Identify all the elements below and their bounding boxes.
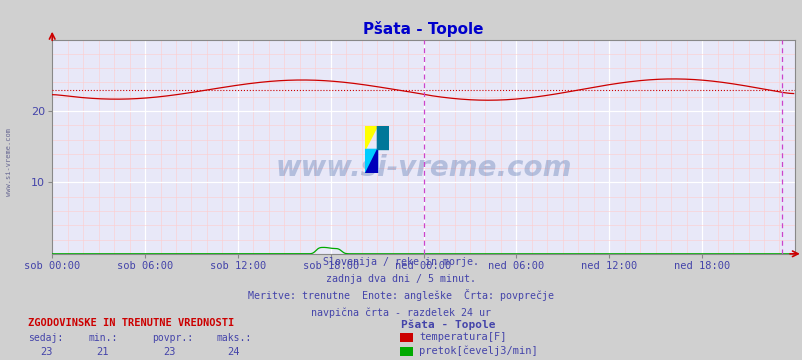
Text: zadnja dva dni / 5 minut.: zadnja dva dni / 5 minut. (326, 274, 476, 284)
Polygon shape (365, 126, 377, 149)
Polygon shape (365, 149, 377, 173)
Text: www.si-vreme.com: www.si-vreme.com (6, 128, 12, 196)
Text: ZGODOVINSKE IN TRENUTNE VREDNOSTI: ZGODOVINSKE IN TRENUTNE VREDNOSTI (28, 318, 234, 328)
Text: 23: 23 (40, 347, 53, 357)
Title: Pšata - Topole: Pšata - Topole (363, 21, 484, 37)
Text: min.:: min.: (88, 333, 118, 343)
Text: 23: 23 (163, 347, 176, 357)
Text: sedaj:: sedaj: (28, 333, 63, 343)
Text: temperatura[F]: temperatura[F] (419, 332, 506, 342)
Text: Slovenija / reke in morje.: Slovenija / reke in morje. (323, 257, 479, 267)
Text: www.si-vreme.com: www.si-vreme.com (275, 154, 571, 182)
Text: Meritve: trenutne  Enote: angleške  Črta: povprečje: Meritve: trenutne Enote: angleške Črta: … (248, 289, 554, 301)
Text: navpična črta - razdelek 24 ur: navpična črta - razdelek 24 ur (311, 308, 491, 319)
Polygon shape (365, 149, 377, 173)
Polygon shape (365, 149, 377, 173)
Polygon shape (377, 126, 389, 149)
Text: pretok[čevelj3/min]: pretok[čevelj3/min] (419, 346, 537, 356)
Polygon shape (377, 126, 389, 149)
Text: 21: 21 (96, 347, 109, 357)
Text: povpr.:: povpr.: (152, 333, 193, 343)
Text: 24: 24 (227, 347, 240, 357)
Text: Pšata - Topole: Pšata - Topole (401, 319, 496, 330)
Text: maks.:: maks.: (217, 333, 252, 343)
